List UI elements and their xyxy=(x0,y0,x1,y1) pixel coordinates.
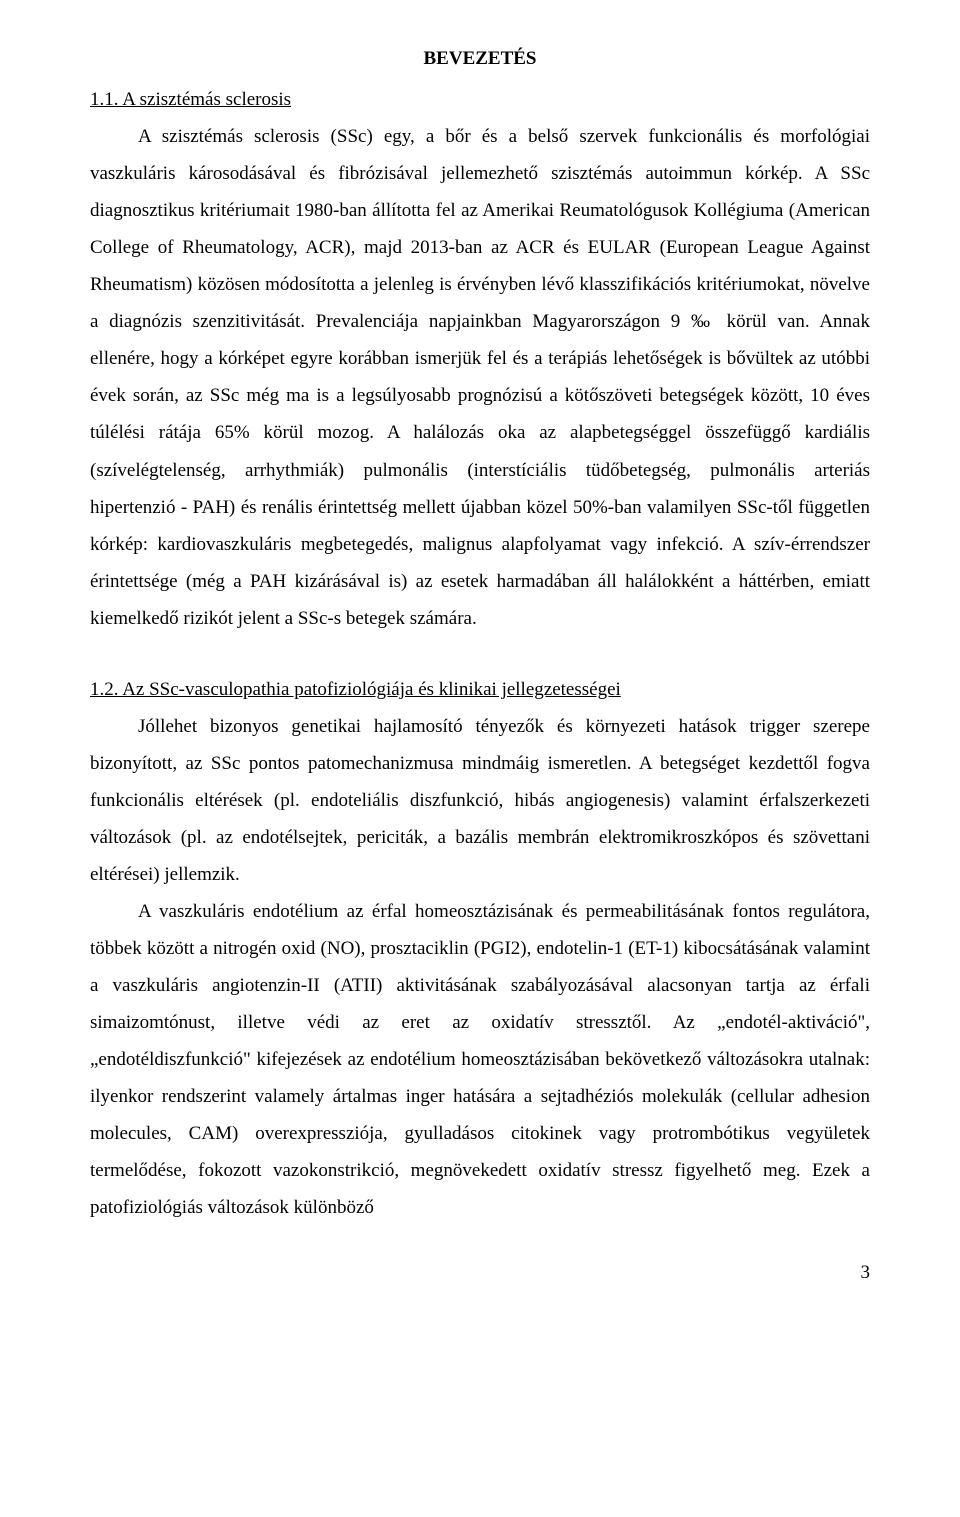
page-title: BEVEZETÉS xyxy=(90,40,870,77)
section-2-paragraph-2: A vaszkuláris endotélium az érfal homeos… xyxy=(90,893,870,1226)
section-2-paragraph-1: Jóllehet bizonyos genetikai hajlamosító … xyxy=(90,708,870,893)
section-2-heading: 1.2. Az SSc-vasculopathia patofiziológiá… xyxy=(90,671,870,708)
page-number: 3 xyxy=(90,1254,870,1291)
section-1-paragraph-1: A szisztémás sclerosis (SSc) egy, a bőr … xyxy=(90,118,870,637)
section-1-heading: 1.1. A szisztémás sclerosis xyxy=(90,81,870,118)
